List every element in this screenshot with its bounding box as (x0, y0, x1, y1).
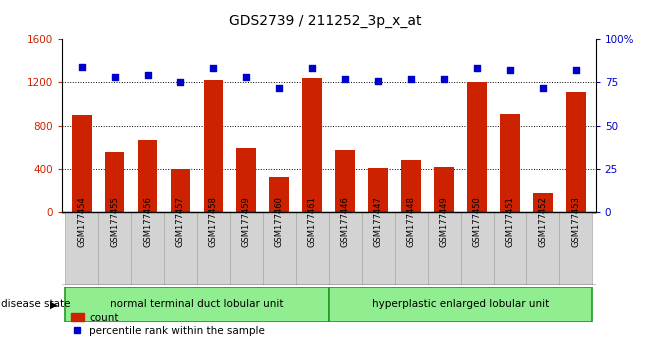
Bar (362, 212, 395, 285)
Point (505, 67, 515, 73)
Bar (493, 212, 527, 285)
Point (76, 64, 87, 69)
Bar (230, 212, 263, 285)
Bar (171, 169, 190, 212)
Text: GSM177453: GSM177453 (572, 196, 581, 247)
Bar (500, 114, 520, 212)
Point (143, 73, 153, 78)
Bar (263, 212, 296, 285)
Bar (105, 152, 124, 212)
Bar (533, 193, 553, 212)
Bar (401, 160, 421, 212)
Text: GSM177452: GSM177452 (538, 196, 547, 247)
Text: GSM177460: GSM177460 (275, 196, 284, 247)
Point (175, 80, 186, 85)
Bar (467, 82, 487, 212)
Text: GSM177455: GSM177455 (110, 196, 119, 247)
Text: hyperplastic enlarged lobular unit: hyperplastic enlarged lobular unit (372, 299, 549, 309)
Bar (428, 212, 460, 285)
Point (109, 74, 120, 80)
Point (472, 65, 482, 71)
Bar (368, 169, 388, 212)
Point (307, 65, 318, 71)
Text: GDS2739 / 211252_3p_x_at: GDS2739 / 211252_3p_x_at (229, 14, 422, 28)
Bar (303, 78, 322, 212)
Text: GSM177456: GSM177456 (143, 196, 152, 247)
Point (406, 76, 417, 82)
Bar (137, 140, 158, 212)
Text: GSM177458: GSM177458 (209, 196, 218, 247)
Point (571, 67, 581, 73)
Text: GSM177461: GSM177461 (308, 196, 317, 247)
Bar (559, 212, 592, 285)
Bar (329, 287, 592, 322)
Bar (296, 212, 329, 285)
Bar (164, 212, 197, 285)
Bar (527, 212, 559, 285)
Bar (131, 212, 164, 285)
Text: disease state: disease state (1, 299, 71, 309)
Text: GSM177448: GSM177448 (407, 196, 415, 247)
Bar (395, 212, 428, 285)
Bar (98, 212, 131, 285)
Text: ▶: ▶ (49, 299, 57, 309)
Point (538, 85, 548, 90)
Bar (329, 212, 362, 285)
Text: GSM177449: GSM177449 (439, 196, 449, 247)
Bar (236, 148, 256, 212)
Bar (566, 92, 586, 212)
Point (274, 85, 284, 90)
Text: GSM177450: GSM177450 (473, 196, 482, 247)
Point (439, 76, 449, 82)
Text: GSM177459: GSM177459 (242, 196, 251, 247)
Bar (270, 177, 289, 212)
Text: normal terminal duct lobular unit: normal terminal duct lobular unit (110, 299, 284, 309)
Bar (65, 287, 329, 322)
Point (208, 65, 219, 71)
Bar (434, 167, 454, 212)
Text: GSM177447: GSM177447 (374, 196, 383, 247)
Bar (460, 212, 493, 285)
Text: GSM177457: GSM177457 (176, 196, 185, 247)
Text: GSM177454: GSM177454 (77, 196, 86, 247)
Bar (335, 149, 355, 212)
Text: GSM177451: GSM177451 (505, 196, 514, 247)
Bar (72, 115, 92, 212)
Text: GSM177446: GSM177446 (340, 196, 350, 247)
Point (340, 76, 350, 82)
Legend: count, percentile rank within the sample: count, percentile rank within the sample (67, 308, 269, 340)
Bar (65, 212, 98, 285)
Point (241, 74, 251, 80)
Bar (197, 212, 230, 285)
Point (373, 78, 383, 84)
Bar (204, 80, 223, 212)
